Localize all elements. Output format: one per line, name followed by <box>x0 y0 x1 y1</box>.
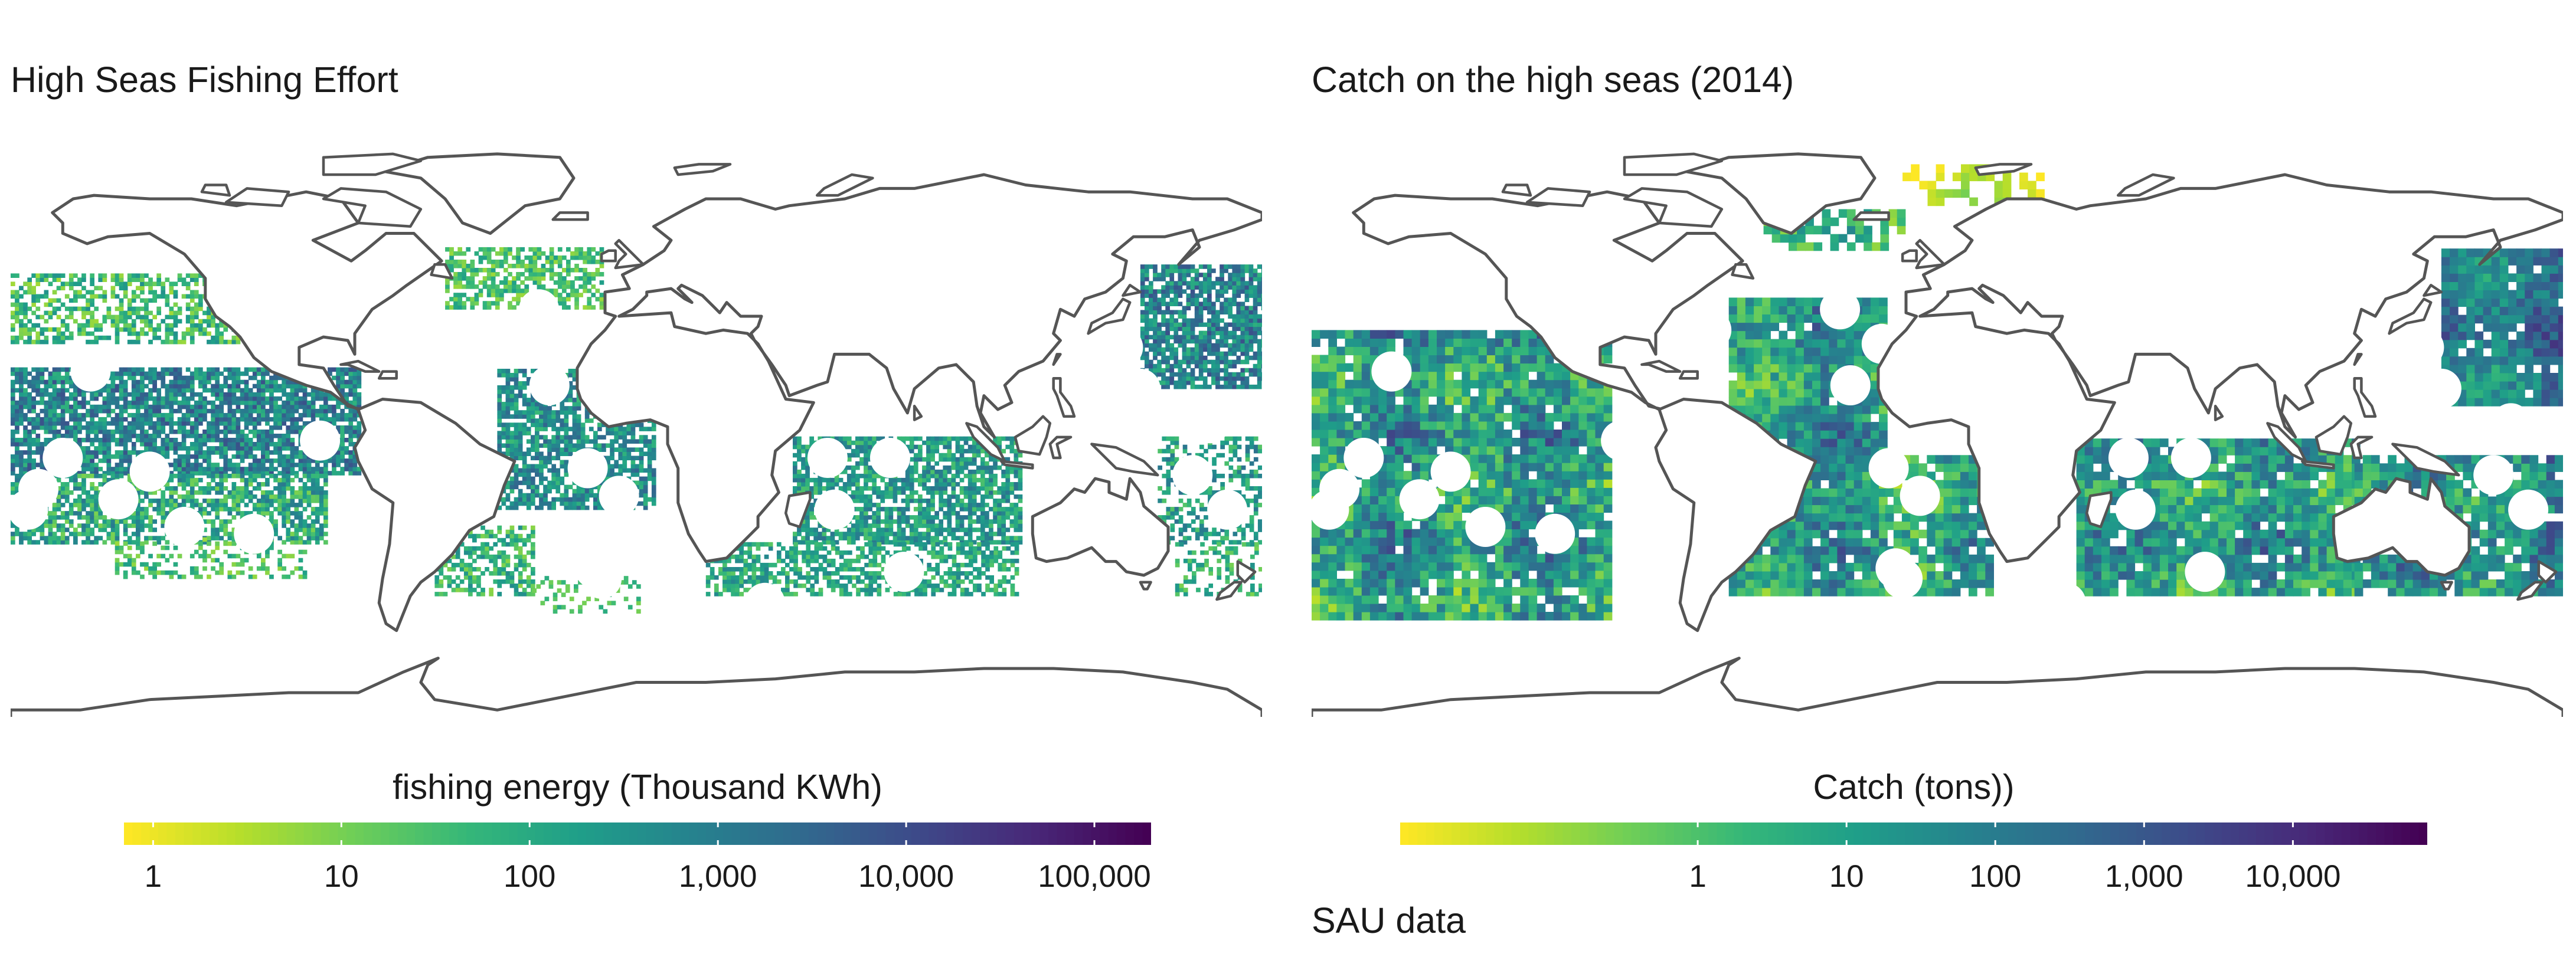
svalbard-outline <box>673 163 732 176</box>
greenland-outline <box>381 152 576 235</box>
borneo-outline <box>1014 415 1052 456</box>
tick-label: 100 <box>1969 859 2022 894</box>
novaya-zemlya-outline <box>2116 173 2175 197</box>
new-zealand-s-outline <box>1215 581 1243 601</box>
australia-outline <box>1031 477 1170 577</box>
tick-label: 10 <box>323 859 359 894</box>
madagascar-outline <box>2085 491 2113 529</box>
borneo-outline <box>2315 415 2353 456</box>
catch-panel: Catch on the high seas (2014) Catch (ton… <box>1288 0 2576 970</box>
tick-label: 10 <box>1829 859 1864 894</box>
java-outline <box>1000 460 1034 470</box>
newfoundland-outline <box>1731 263 1755 280</box>
java-outline <box>2301 460 2335 470</box>
hispaniola-outline <box>1678 370 1699 380</box>
south-america-outline <box>353 398 516 633</box>
tasmania-outline <box>2440 581 2453 591</box>
ireland-outline <box>600 249 617 263</box>
taiwan-outline <box>1052 353 1062 366</box>
tick-label: 100,000 <box>1038 859 1151 894</box>
new-guinea-outline <box>1090 443 1159 477</box>
tick-label: 10,000 <box>2245 859 2341 894</box>
madagascar-outline <box>784 491 812 529</box>
australia-outline <box>2332 477 2471 577</box>
panel-title: Catch on the high seas (2014) <box>1312 60 1794 100</box>
novaya-zemlya-outline <box>815 173 874 197</box>
philippines-outline <box>1052 377 1076 418</box>
sulawesi-outline <box>2349 435 2374 460</box>
hispaniola-outline <box>377 370 398 380</box>
tick-label: 1 <box>144 859 162 894</box>
legend-title: fishing energy (Thousand KWh) <box>393 768 882 807</box>
newfoundland-outline <box>430 263 454 280</box>
antarctica-outline <box>11 657 1262 717</box>
tick-label: 1 <box>1689 859 1707 894</box>
sri-lanka-outline <box>913 404 923 421</box>
antarctica-outline <box>1312 657 2563 717</box>
eez-exclusion-zones <box>1312 289 2549 644</box>
ireland-outline <box>1901 249 1918 263</box>
sulawesi-outline <box>1048 435 1073 460</box>
new-guinea-outline <box>2391 443 2460 477</box>
tick-label: 1,000 <box>678 859 757 894</box>
world-map-catch <box>1312 152 2563 717</box>
baffin-outline <box>1623 187 1724 228</box>
banks-is-outline <box>1501 183 1532 197</box>
british-isles-outline <box>614 238 645 270</box>
taiwan-outline <box>2353 353 2363 366</box>
color-bar <box>124 822 1151 845</box>
tick-label: 1,000 <box>2104 859 2183 894</box>
africa-eurasia-outline <box>576 173 1262 563</box>
japan-outline <box>2388 297 2433 335</box>
coastlines <box>1312 152 2563 717</box>
panel-title: High Seas Fishing Effort <box>11 60 398 100</box>
british-isles-outline <box>1915 238 1946 270</box>
eez-exclusion-zones <box>11 289 1248 644</box>
baffin-outline <box>322 187 423 228</box>
legend-title: Catch (tons)) <box>1813 768 2015 807</box>
fishing-effort-panel: High Seas Fishing Effort fishing energy … <box>11 60 1262 894</box>
ellesmere-outline <box>1623 152 1724 176</box>
color-bar <box>1400 822 2427 845</box>
color-gradient <box>1400 822 2427 845</box>
ellesmere-outline <box>322 152 423 176</box>
coastlines <box>11 152 1262 717</box>
victoria-is-outline <box>1525 187 1591 207</box>
world-map-fishing-effort <box>11 152 1262 717</box>
data-source-caption: SAU data <box>1312 900 1466 940</box>
africa-eurasia-outline <box>1877 173 2563 563</box>
south-america-outline <box>1654 398 1817 633</box>
hokkaido-outline <box>2423 284 2443 297</box>
sri-lanka-outline <box>2214 404 2224 421</box>
color-gradient <box>124 822 1151 845</box>
philippines-outline <box>2353 377 2377 418</box>
tick-label: 10,000 <box>858 859 954 894</box>
cuba-outline <box>1640 359 1682 373</box>
iceland-outline <box>551 211 589 221</box>
svalbard-outline <box>1974 163 2033 176</box>
north-america-outline <box>51 190 443 415</box>
banks-is-outline <box>200 183 231 197</box>
new-zealand-s-outline <box>2516 581 2544 601</box>
north-america-outline <box>1352 190 1744 415</box>
victoria-is-outline <box>224 187 290 207</box>
japan-outline <box>1087 297 1132 335</box>
cuba-outline <box>339 359 381 373</box>
new-zealand-n-outline <box>2537 560 2558 584</box>
tasmania-outline <box>1139 581 1152 591</box>
greenland-outline <box>1682 152 1877 235</box>
hokkaido-outline <box>1122 284 1142 297</box>
iceland-outline <box>1852 211 1890 221</box>
new-zealand-n-outline <box>1236 560 1257 584</box>
tick-label: 100 <box>503 859 556 894</box>
